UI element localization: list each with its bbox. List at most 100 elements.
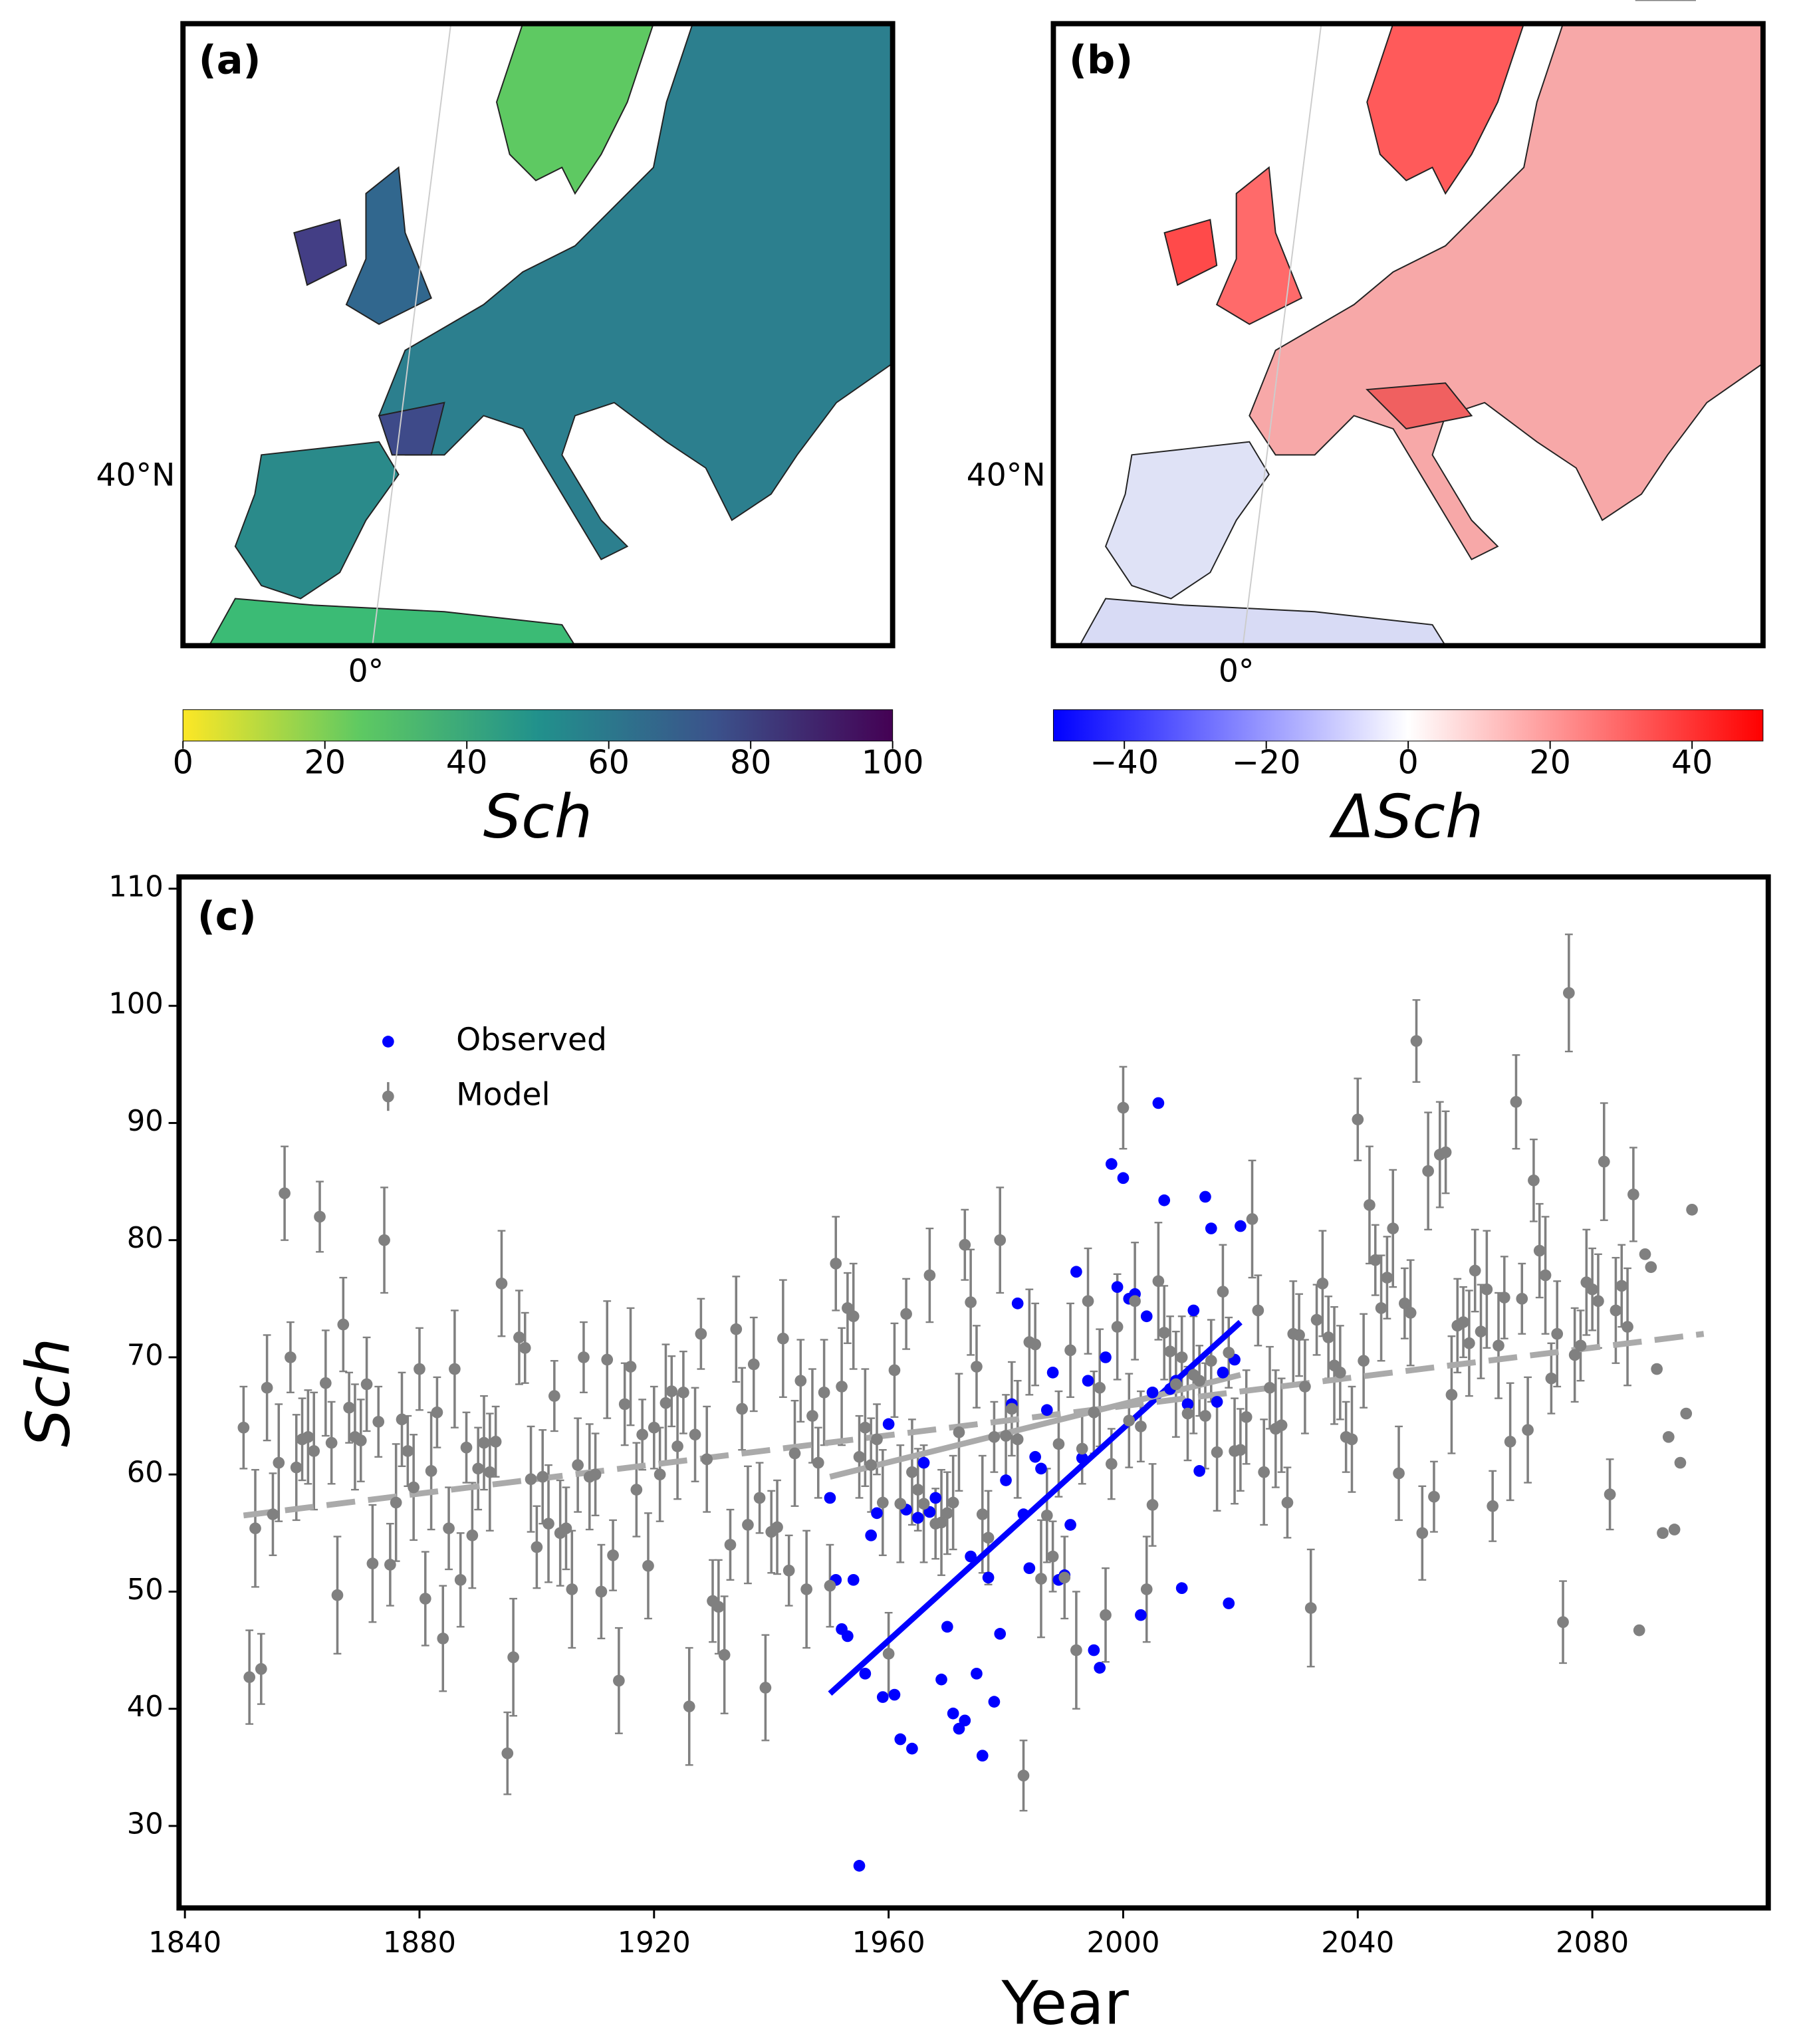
point bbox=[659, 1397, 672, 1409]
panel-label: (a) bbox=[199, 37, 261, 83]
x-axis-label: Year bbox=[1001, 1969, 1129, 2039]
point bbox=[495, 1278, 508, 1290]
point bbox=[1064, 1344, 1076, 1357]
point bbox=[882, 1648, 895, 1660]
point bbox=[1375, 1302, 1387, 1314]
point bbox=[1146, 1386, 1159, 1399]
point bbox=[1316, 1278, 1329, 1290]
point bbox=[1604, 1488, 1616, 1500]
point bbox=[343, 1401, 355, 1414]
point bbox=[1217, 1286, 1229, 1298]
point bbox=[1674, 1456, 1687, 1469]
x-tick-label: 1840 bbox=[148, 1926, 221, 1960]
point bbox=[894, 1498, 907, 1510]
point bbox=[800, 1583, 812, 1595]
point bbox=[1422, 1165, 1434, 1177]
point bbox=[1428, 1490, 1440, 1503]
colorbar bbox=[1052, 709, 1764, 742]
point bbox=[1346, 1433, 1358, 1446]
point bbox=[1258, 1466, 1270, 1478]
point bbox=[923, 1506, 936, 1518]
map-frame bbox=[180, 21, 896, 649]
point bbox=[976, 1750, 989, 1762]
point bbox=[971, 1667, 983, 1680]
point bbox=[994, 1628, 1007, 1640]
point bbox=[1111, 1281, 1124, 1294]
point bbox=[1175, 1582, 1188, 1594]
lat-label: 40°N bbox=[96, 457, 176, 494]
point bbox=[871, 1507, 883, 1520]
point bbox=[1117, 1172, 1130, 1185]
point bbox=[1000, 1430, 1012, 1442]
colorbar-tick-label: −20 bbox=[1232, 743, 1301, 782]
point bbox=[736, 1403, 748, 1415]
point bbox=[1223, 1347, 1235, 1359]
point bbox=[1082, 1295, 1094, 1307]
point bbox=[1545, 1372, 1558, 1385]
point bbox=[1193, 1375, 1205, 1387]
point bbox=[1416, 1527, 1429, 1539]
point bbox=[1035, 1462, 1047, 1475]
point bbox=[965, 1550, 977, 1563]
point bbox=[959, 1714, 971, 1727]
point bbox=[1006, 1403, 1018, 1415]
point bbox=[279, 1187, 291, 1200]
point bbox=[273, 1456, 285, 1469]
point bbox=[1574, 1339, 1587, 1352]
point bbox=[1528, 1174, 1540, 1187]
point bbox=[1445, 1389, 1458, 1401]
point bbox=[507, 1651, 519, 1663]
point bbox=[1187, 1304, 1200, 1317]
point bbox=[308, 1445, 320, 1457]
legend-marker bbox=[382, 1090, 394, 1103]
point bbox=[548, 1390, 560, 1402]
point bbox=[1105, 1158, 1118, 1170]
point bbox=[302, 1430, 314, 1443]
point bbox=[824, 1492, 836, 1504]
point bbox=[1181, 1398, 1194, 1411]
point bbox=[1064, 1519, 1076, 1531]
point bbox=[777, 1332, 789, 1345]
point bbox=[1164, 1345, 1176, 1357]
point bbox=[1076, 1452, 1088, 1464]
point bbox=[1475, 1325, 1487, 1338]
point bbox=[1264, 1381, 1276, 1394]
colorbar-tick-label: 40 bbox=[446, 743, 488, 782]
point bbox=[1129, 1295, 1141, 1307]
point bbox=[613, 1674, 625, 1687]
point bbox=[824, 1579, 836, 1592]
y-axis-label: Sch bbox=[14, 1338, 84, 1447]
point bbox=[402, 1445, 414, 1457]
point bbox=[378, 1234, 390, 1246]
point bbox=[1076, 1442, 1088, 1455]
point bbox=[1046, 1550, 1059, 1563]
point bbox=[906, 1742, 918, 1755]
colorbar-label: ΔSch bbox=[1329, 782, 1483, 852]
point bbox=[1152, 1275, 1165, 1288]
point bbox=[1662, 1430, 1675, 1443]
point bbox=[1586, 1283, 1598, 1296]
point bbox=[1539, 1269, 1552, 1282]
colorbar bbox=[182, 709, 894, 742]
point bbox=[965, 1296, 977, 1308]
colorbar-tick-label: 60 bbox=[588, 743, 630, 782]
point bbox=[935, 1673, 947, 1686]
point bbox=[261, 1381, 273, 1394]
point bbox=[537, 1470, 549, 1483]
point bbox=[396, 1413, 408, 1426]
colorbar-tick-label: −40 bbox=[1090, 743, 1159, 782]
point bbox=[1017, 1769, 1030, 1782]
point bbox=[988, 1430, 1001, 1443]
point bbox=[911, 1484, 924, 1496]
point bbox=[712, 1601, 725, 1613]
point bbox=[624, 1361, 637, 1373]
point bbox=[923, 1269, 936, 1282]
point bbox=[677, 1386, 689, 1399]
point bbox=[1235, 1220, 1247, 1232]
point bbox=[1117, 1101, 1130, 1114]
colorbar-tick-label: 20 bbox=[1529, 743, 1571, 782]
point bbox=[665, 1385, 678, 1397]
panel-label: (b) bbox=[1069, 37, 1133, 83]
colorbar-tick-label: 0 bbox=[1398, 743, 1419, 782]
legend-label: Observed bbox=[456, 1022, 607, 1058]
